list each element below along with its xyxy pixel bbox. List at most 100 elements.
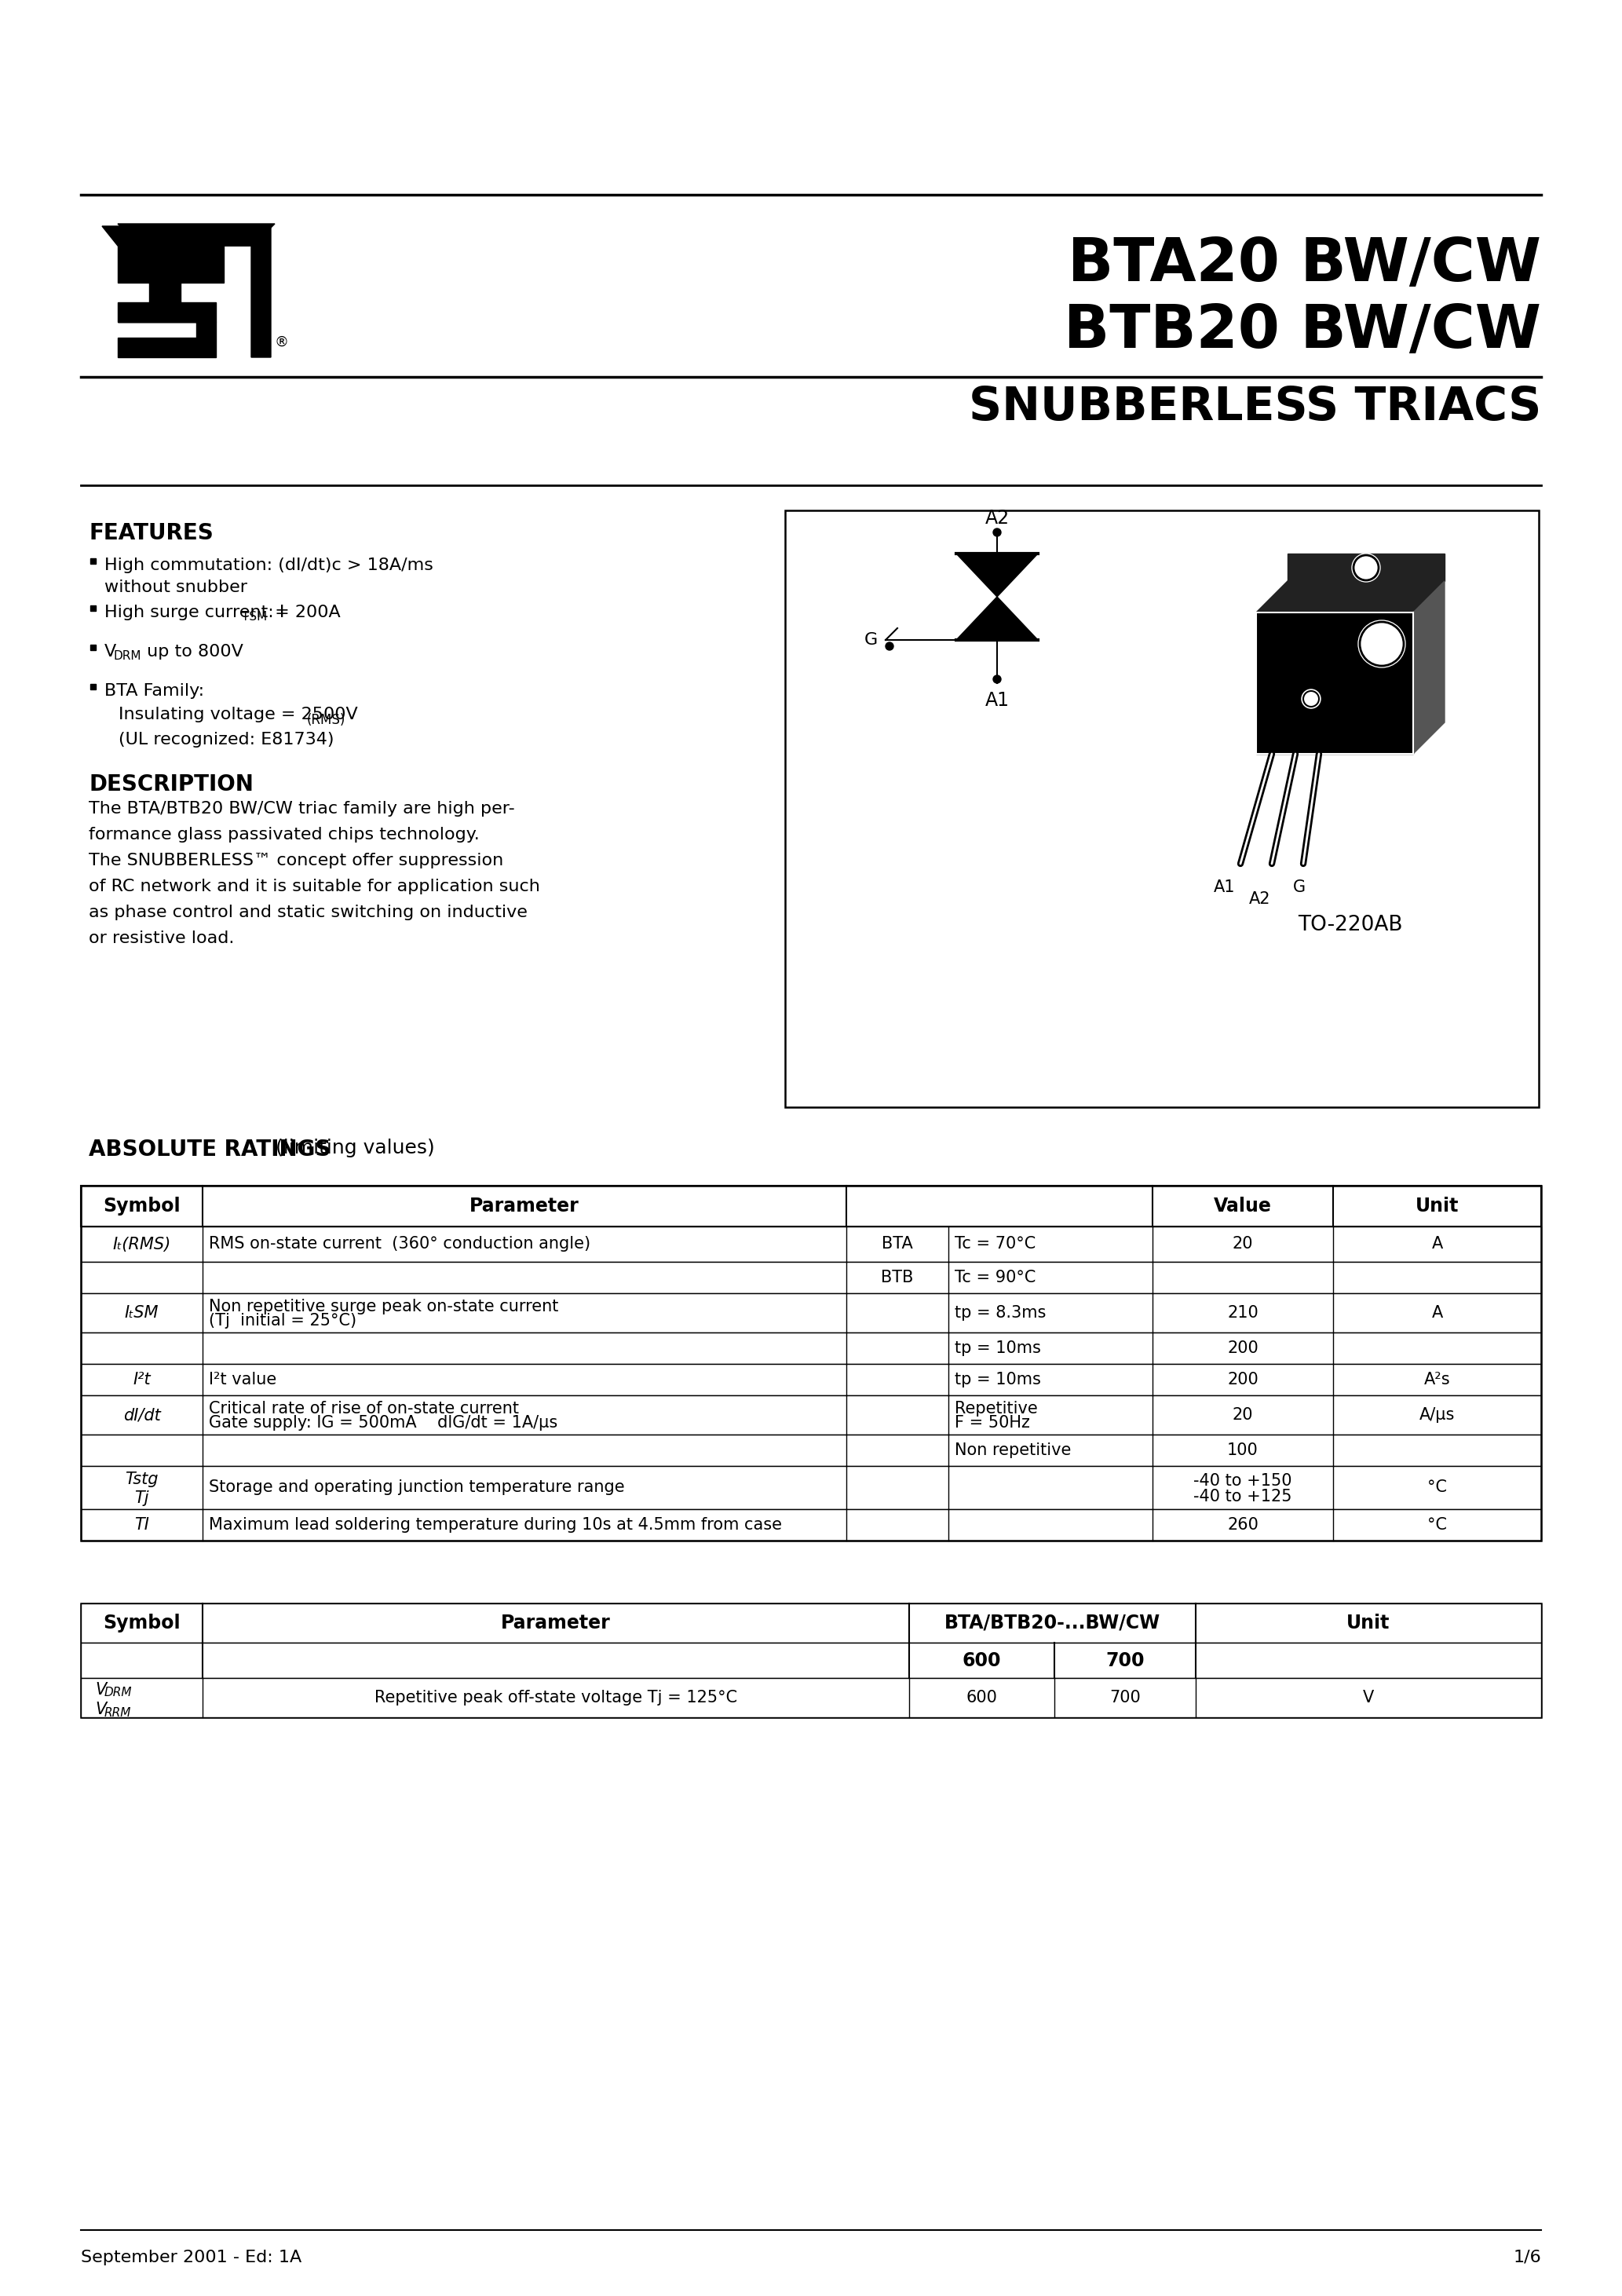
- Text: A²s: A²s: [1424, 1371, 1450, 1387]
- Text: Tstg: Tstg: [125, 1472, 159, 1488]
- Circle shape: [993, 528, 1001, 537]
- Bar: [81, 1603, 1541, 1642]
- Text: without snubber: without snubber: [104, 579, 247, 595]
- Text: Tj: Tj: [135, 1490, 149, 1506]
- Text: V: V: [104, 643, 117, 659]
- Polygon shape: [957, 553, 1038, 597]
- Circle shape: [1302, 689, 1320, 707]
- Text: dI/dt: dI/dt: [123, 1407, 161, 1424]
- Text: up to 800V: up to 800V: [141, 643, 243, 659]
- Text: Gate supply: IG = 500mA    dlG/dt = 1A/µs: Gate supply: IG = 500mA dlG/dt = 1A/µs: [209, 1414, 558, 1430]
- Polygon shape: [118, 321, 216, 358]
- Text: A1: A1: [1213, 879, 1236, 895]
- Text: TI: TI: [135, 1518, 149, 1534]
- Text: of RC network and it is suitable for application such: of RC network and it is suitable for app…: [89, 879, 540, 895]
- Text: formance glass passivated chips technology.: formance glass passivated chips technolo…: [89, 827, 480, 843]
- Text: A/µs: A/µs: [1419, 1407, 1455, 1424]
- Text: 700: 700: [1106, 1651, 1145, 1669]
- Bar: [81, 1332, 1541, 1364]
- Circle shape: [1351, 553, 1380, 581]
- Bar: [81, 1185, 1541, 1541]
- Text: Symbol: Symbol: [102, 1614, 180, 1632]
- Bar: [81, 1603, 1541, 1717]
- Text: ABSOLUTE RATINGS: ABSOLUTE RATINGS: [89, 1139, 331, 1159]
- Text: High commutation: (dI/dt)c > 18A/ms: High commutation: (dI/dt)c > 18A/ms: [104, 558, 433, 574]
- Bar: [81, 1226, 1541, 1263]
- Text: as phase control and static switching on inductive: as phase control and static switching on…: [89, 905, 527, 921]
- Text: Iₜ(RMS): Iₜ(RMS): [112, 1235, 170, 1251]
- Text: (RMS): (RMS): [307, 714, 345, 728]
- Text: Value: Value: [1213, 1196, 1272, 1215]
- Polygon shape: [957, 597, 1038, 641]
- Text: I²t: I²t: [133, 1371, 151, 1387]
- Text: (UL recognized: E81734): (UL recognized: E81734): [118, 732, 334, 748]
- Text: A2: A2: [985, 510, 1009, 528]
- Text: A1: A1: [985, 691, 1009, 709]
- Text: 260: 260: [1228, 1518, 1259, 1534]
- Text: F = 50Hz: F = 50Hz: [955, 1414, 1030, 1430]
- Text: Repetitive: Repetitive: [955, 1401, 1038, 1417]
- Text: TO-220AB: TO-220AB: [1298, 914, 1403, 934]
- Bar: [81, 1263, 1541, 1293]
- Bar: [785, 510, 1539, 1107]
- Polygon shape: [1288, 553, 1445, 581]
- Text: DRM: DRM: [104, 1688, 133, 1699]
- Text: September 2001 - Ed: 1A: September 2001 - Ed: 1A: [81, 2250, 302, 2266]
- Text: BTA: BTA: [882, 1235, 913, 1251]
- Text: Repetitive peak off-state voltage Tj = 125°C: Repetitive peak off-state voltage Tj = 1…: [375, 1690, 738, 1706]
- Text: °C: °C: [1427, 1518, 1447, 1534]
- Text: 600: 600: [962, 1651, 1001, 1669]
- Text: A: A: [1432, 1235, 1442, 1251]
- Bar: [81, 1508, 1541, 1541]
- Text: Unit: Unit: [1416, 1196, 1458, 1215]
- Bar: [81, 1435, 1541, 1467]
- Bar: [81, 1467, 1541, 1508]
- Polygon shape: [118, 246, 224, 321]
- Bar: [91, 684, 96, 689]
- Polygon shape: [224, 225, 271, 358]
- Bar: [91, 645, 96, 650]
- Text: 200: 200: [1228, 1341, 1259, 1357]
- Text: IₜSM: IₜSM: [125, 1304, 159, 1320]
- Bar: [81, 1364, 1541, 1396]
- Text: -40 to +150: -40 to +150: [1194, 1474, 1293, 1490]
- Bar: [91, 606, 96, 611]
- Text: Unit: Unit: [1346, 1614, 1390, 1632]
- Polygon shape: [102, 225, 271, 246]
- Text: V: V: [96, 1683, 105, 1697]
- Text: Symbol: Symbol: [102, 1196, 180, 1215]
- Circle shape: [1358, 620, 1405, 668]
- Text: Parameter: Parameter: [501, 1614, 611, 1632]
- Bar: [81, 1185, 1541, 1226]
- Text: DESCRIPTION: DESCRIPTION: [89, 774, 253, 794]
- Circle shape: [886, 643, 894, 650]
- Bar: [81, 1642, 1541, 1678]
- Text: BTB20 BW/CW: BTB20 BW/CW: [1064, 303, 1541, 360]
- Text: Insulating voltage = 2500V: Insulating voltage = 2500V: [118, 707, 358, 723]
- Text: 100: 100: [1228, 1442, 1259, 1458]
- Text: Tc = 90°C: Tc = 90°C: [955, 1270, 1036, 1286]
- Text: SNUBBERLESS TRIACS: SNUBBERLESS TRIACS: [968, 386, 1541, 429]
- Text: 700: 700: [1109, 1690, 1140, 1706]
- Text: High surge current: I: High surge current: I: [104, 604, 284, 620]
- Polygon shape: [118, 223, 274, 243]
- Text: 1/6: 1/6: [1513, 2250, 1541, 2266]
- Text: BTA Family:: BTA Family:: [104, 684, 204, 698]
- Text: Tc = 70°C: Tc = 70°C: [955, 1235, 1036, 1251]
- Bar: [81, 1396, 1541, 1435]
- Polygon shape: [1255, 581, 1445, 613]
- Polygon shape: [1255, 613, 1413, 753]
- Text: BTA20 BW/CW: BTA20 BW/CW: [1067, 236, 1541, 294]
- Text: Parameter: Parameter: [470, 1196, 579, 1215]
- Text: BTB: BTB: [881, 1270, 913, 1286]
- Text: V: V: [1362, 1690, 1374, 1706]
- Text: BTA/BTB20-...BW/CW: BTA/BTB20-...BW/CW: [944, 1614, 1160, 1632]
- Text: FEATURES: FEATURES: [89, 521, 214, 544]
- Text: Non repetitive surge peak on-state current: Non repetitive surge peak on-state curre…: [209, 1300, 558, 1316]
- Bar: [81, 1293, 1541, 1332]
- Text: -40 to +125: -40 to +125: [1194, 1488, 1293, 1504]
- Bar: [91, 558, 96, 563]
- Text: (limiting values): (limiting values): [269, 1139, 435, 1157]
- Text: G: G: [1293, 879, 1306, 895]
- Circle shape: [993, 675, 1001, 684]
